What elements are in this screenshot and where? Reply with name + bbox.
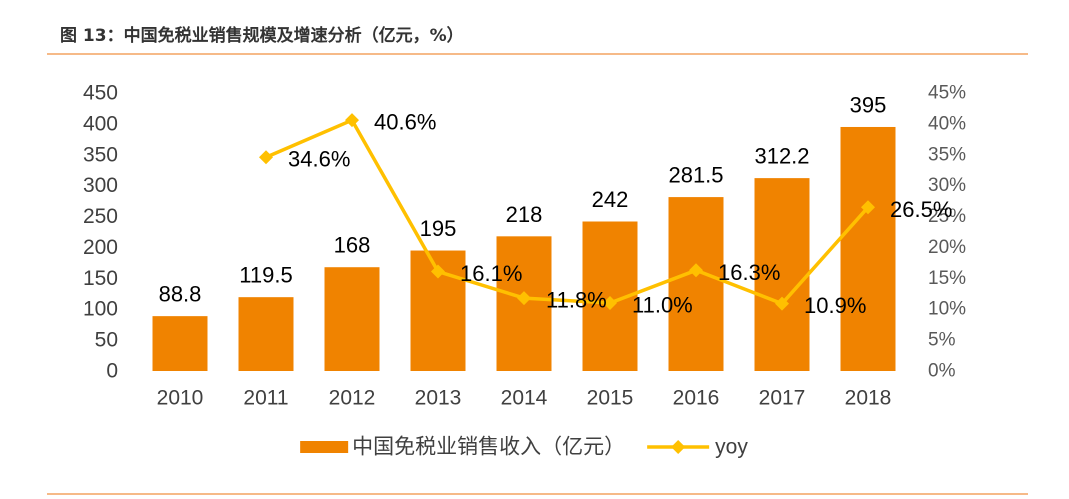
right-tick-label: 10% — [928, 299, 966, 320]
x-tick-label: 2017 — [759, 387, 806, 410]
left-tick-label: 350 — [83, 143, 118, 166]
legend-yoy-diamond-icon — [671, 440, 686, 454]
yoy-label-2012: 40.6% — [374, 110, 436, 135]
right-axis: 0% 5% 10% 15% 20% 25% 30% 35% 40% 45% — [928, 83, 966, 382]
yoy-label-2016: 16.3% — [718, 260, 780, 285]
left-tick-label: 100 — [83, 298, 118, 321]
bar-label-2014: 218 — [506, 202, 543, 227]
left-tick-label: 200 — [83, 236, 118, 259]
yoy-marker-2011 — [259, 150, 273, 165]
yoy-labels: 34.6% 40.6% 16.1% 11.8% 11.0% 16.3% 10.9% 26.5% — [288, 110, 952, 318]
bar-label-2011: 119.5 — [239, 263, 292, 288]
left-tick-label: 300 — [83, 174, 118, 197]
bar-2010 — [152, 316, 208, 371]
yoy-label-2011: 34.6% — [288, 147, 350, 172]
bar-label-2010: 88.8 — [159, 282, 202, 307]
left-axis: 0 50 100 150 200 250 300 350 400 450 — [83, 82, 118, 383]
legend-sales-label: 中国免税业销售收入（亿元） — [352, 436, 625, 459]
bar-2012 — [324, 267, 380, 371]
right-tick-label: 5% — [928, 330, 956, 351]
x-tick-label: 2016 — [673, 387, 720, 410]
bar-label-2012: 168 — [334, 233, 371, 258]
x-axis: 2010 2011 2012 2013 2014 2015 2016 2017 2018 — [157, 387, 892, 410]
yoy-markers — [259, 113, 875, 311]
yoy-marker-2013 — [431, 264, 445, 279]
right-tick-label: 40% — [928, 113, 966, 134]
bar-2011 — [238, 297, 294, 371]
yoy-marker-2018 — [861, 200, 875, 215]
yoy-label-2017: 10.9% — [804, 293, 866, 318]
yoy-marker-2012 — [345, 113, 359, 128]
left-tick-label: 250 — [83, 205, 118, 228]
x-tick-label: 2015 — [587, 387, 634, 410]
bar-label-2013: 195 — [420, 216, 457, 241]
yoy-label-2013: 16.1% — [460, 261, 522, 286]
bar-2017 — [754, 178, 810, 371]
left-tick-label: 0 — [106, 360, 118, 383]
left-tick-label: 450 — [83, 82, 118, 105]
bar-label-2017: 312.2 — [754, 144, 809, 169]
left-tick-label: 50 — [95, 329, 118, 352]
right-tick-label: 20% — [928, 237, 966, 258]
x-tick-label: 2013 — [415, 387, 462, 410]
left-tick-label: 400 — [83, 112, 118, 135]
yoy-label-2015: 11.0% — [632, 293, 693, 318]
bar-label-2018: 395 — [850, 92, 887, 117]
legend-yoy-label: yoy — [715, 436, 748, 459]
sales-bar-labels: 88.8 119.5 168 195 218 242 281.5 312.2 395 — [159, 92, 887, 306]
right-tick-label: 15% — [928, 268, 966, 289]
legend: 中国免税业销售收入（亿元） yoy — [300, 436, 748, 459]
yoy-marker-2016 — [689, 263, 703, 278]
right-tick-label: 30% — [928, 175, 966, 196]
x-tick-label: 2010 — [157, 387, 204, 410]
yoy-marker-2014 — [517, 291, 531, 306]
x-tick-label: 2018 — [845, 387, 892, 410]
left-tick-label: 150 — [83, 267, 118, 290]
x-tick-label: 2011 — [243, 387, 288, 410]
bar-2018 — [840, 126, 896, 371]
yoy-marker-2017 — [775, 296, 789, 311]
legend-bar-swatch — [300, 441, 349, 453]
x-tick-label: 2012 — [329, 387, 376, 410]
yoy-line — [264, 118, 870, 306]
bar-label-2016: 281.5 — [668, 163, 723, 188]
yoy-label-2014: 11.8% — [546, 288, 607, 313]
right-tick-label: 35% — [928, 144, 966, 165]
figure-title: 图 13：中国免税业销售规模及增速分析（亿元，%） — [60, 26, 464, 46]
yoy-marker-2015 — [603, 296, 617, 311]
x-tick-label: 2014 — [501, 387, 548, 410]
bar-label-2015: 242 — [592, 187, 629, 212]
right-tick-label: 0% — [928, 361, 956, 382]
bar-2016 — [668, 197, 724, 371]
right-tick-label: 25% — [928, 206, 966, 227]
right-tick-label: 45% — [928, 83, 966, 104]
yoy-label-2018: 26.5% — [890, 197, 952, 222]
